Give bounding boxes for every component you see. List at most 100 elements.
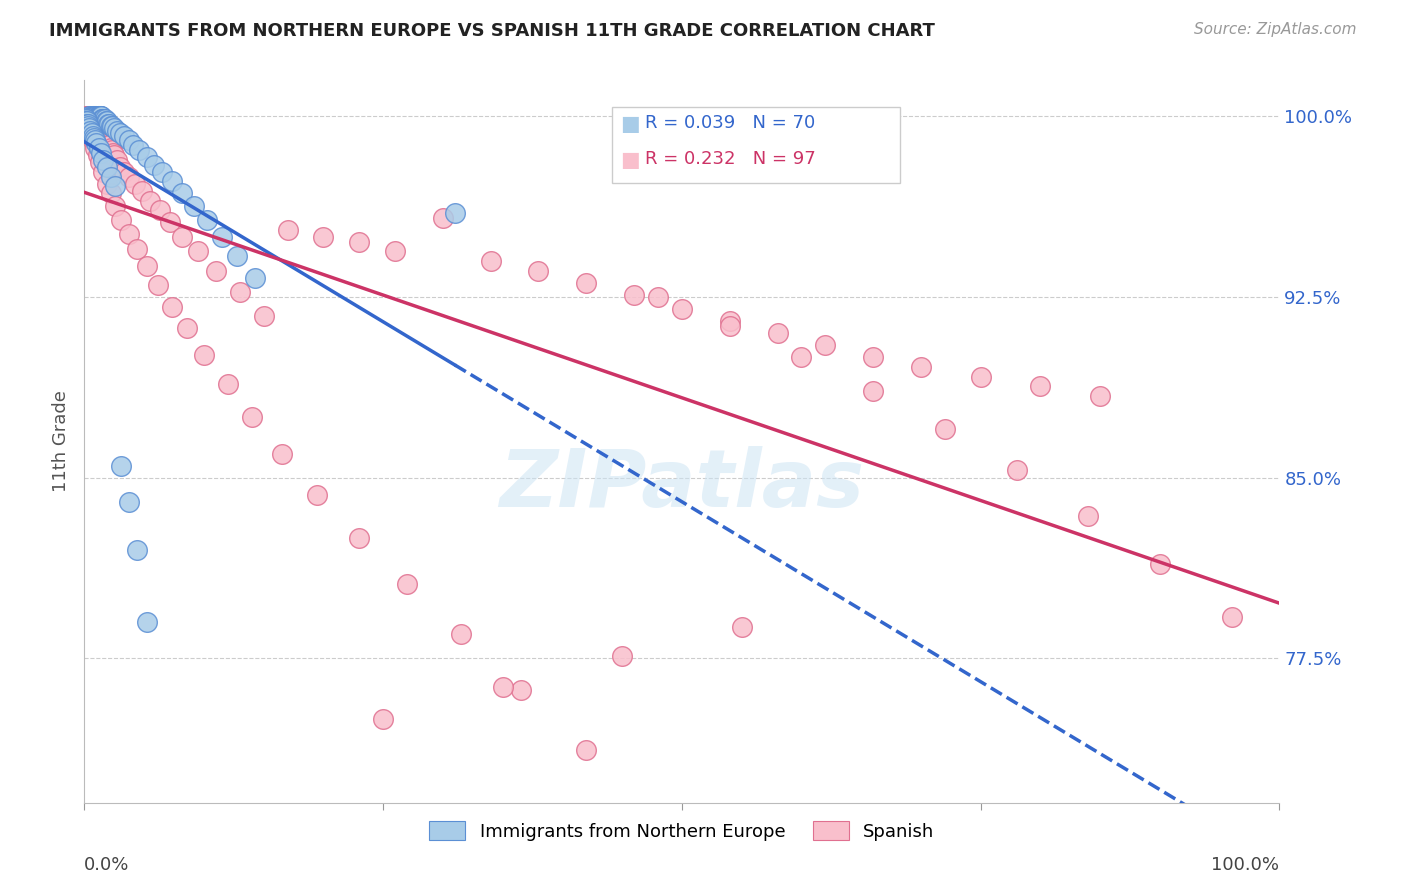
Point	[731, 620, 754, 634]
Point	[492, 680, 515, 694]
Point	[1005, 463, 1028, 477]
Point	[211, 230, 233, 244]
Point	[82, 133, 104, 147]
Point	[90, 109, 112, 123]
Point	[91, 126, 114, 140]
Text: R = 0.232   N = 97: R = 0.232 N = 97	[645, 150, 815, 168]
Point	[575, 743, 598, 757]
Point	[96, 114, 118, 128]
Point	[128, 143, 150, 157]
Point	[91, 112, 114, 126]
Point	[98, 138, 121, 153]
Point	[193, 348, 215, 362]
Point	[94, 114, 117, 128]
Point	[96, 177, 118, 191]
Point	[183, 198, 205, 212]
Point	[91, 112, 114, 126]
Point	[1077, 509, 1099, 524]
Point	[86, 117, 108, 131]
Point	[100, 119, 122, 133]
Point	[245, 270, 267, 285]
Point	[479, 254, 502, 268]
Point	[93, 112, 115, 126]
Point	[93, 153, 115, 167]
Point	[96, 136, 118, 150]
Point	[110, 458, 132, 473]
Point	[197, 213, 219, 227]
Point	[93, 131, 115, 145]
Point	[79, 126, 101, 140]
Point	[277, 222, 299, 236]
Point	[76, 114, 98, 128]
Point	[612, 648, 634, 663]
Point	[101, 119, 124, 133]
Point	[87, 109, 110, 123]
Point	[671, 301, 693, 317]
Point	[110, 126, 132, 140]
Point	[84, 141, 107, 155]
Point	[176, 321, 198, 335]
Point	[79, 112, 101, 126]
Point	[117, 227, 139, 242]
Point	[87, 109, 110, 123]
Point	[98, 117, 121, 131]
Point	[718, 318, 741, 333]
Point	[75, 114, 97, 128]
Point	[970, 369, 993, 384]
Point	[79, 109, 101, 123]
Text: R = 0.039   N = 70: R = 0.039 N = 70	[645, 114, 815, 132]
Point	[934, 423, 956, 437]
Point	[396, 576, 419, 591]
Point	[101, 145, 124, 160]
Point	[187, 244, 209, 259]
Point	[307, 487, 329, 501]
Point	[125, 242, 148, 256]
Point	[122, 138, 145, 153]
Point	[90, 145, 112, 160]
Point	[89, 155, 111, 169]
Point	[117, 169, 139, 184]
Point	[527, 263, 550, 277]
Point	[142, 158, 165, 172]
Point	[94, 133, 117, 147]
Point	[149, 203, 172, 218]
Text: ZIPatlas: ZIPatlas	[499, 446, 865, 524]
Point	[117, 494, 139, 508]
Point	[160, 300, 183, 314]
Point	[135, 150, 157, 164]
Point	[253, 310, 276, 324]
Point	[86, 148, 108, 162]
Point	[444, 206, 467, 220]
Point	[172, 186, 194, 201]
Point	[93, 165, 115, 179]
Point	[135, 615, 157, 630]
Point	[93, 112, 115, 126]
Point	[86, 109, 108, 123]
Point	[77, 109, 100, 123]
Point	[77, 109, 100, 123]
Point	[103, 148, 125, 162]
Point	[75, 109, 97, 123]
Point	[84, 109, 107, 123]
Point	[84, 133, 107, 147]
Point	[86, 109, 108, 123]
Point	[103, 121, 125, 136]
Point	[86, 109, 108, 123]
Point	[862, 384, 884, 398]
Point	[790, 351, 813, 365]
Point	[80, 112, 103, 126]
Point	[86, 109, 108, 123]
Point	[90, 109, 112, 123]
Point	[814, 338, 837, 352]
Text: ■: ■	[620, 150, 640, 169]
Point	[131, 184, 153, 198]
Point	[100, 169, 122, 184]
Point	[1149, 558, 1171, 572]
Point	[79, 124, 101, 138]
Point	[100, 141, 122, 155]
Point	[80, 109, 103, 123]
Point	[76, 109, 98, 123]
Point	[83, 131, 105, 145]
Point	[105, 153, 128, 167]
Point	[1090, 389, 1112, 403]
